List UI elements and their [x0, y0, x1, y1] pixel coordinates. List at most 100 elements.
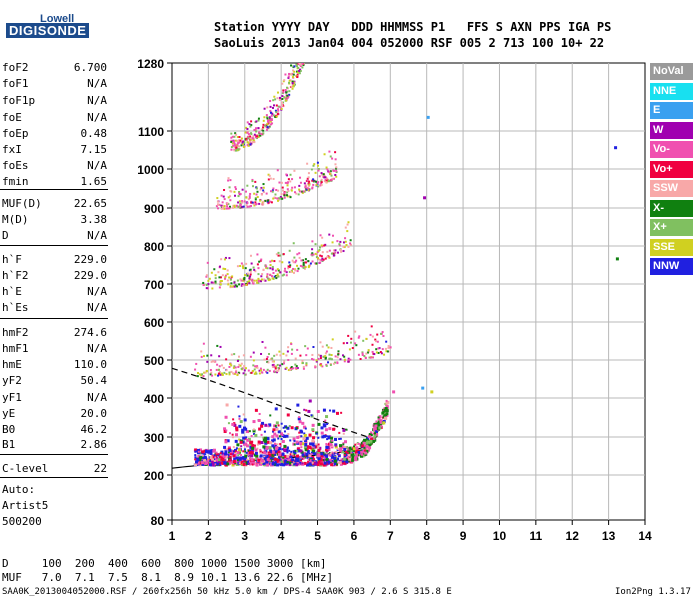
echo-point: [275, 446, 279, 450]
echo-point: [373, 430, 376, 433]
echo-point: [236, 279, 239, 282]
echo-point: [285, 99, 288, 102]
echo-point: [270, 275, 273, 278]
echo-point: [247, 133, 250, 136]
echo-point: [274, 193, 277, 196]
echo-point: [244, 450, 247, 453]
echo-point: [342, 250, 345, 253]
echo-point: [239, 139, 242, 142]
echo-point: [291, 186, 294, 189]
echo-point: [365, 337, 368, 340]
echo-point: [216, 457, 219, 460]
echo-point: [228, 451, 231, 454]
echo-point: [296, 73, 299, 76]
echo-point: [267, 199, 270, 202]
echo-point: [251, 444, 255, 448]
echo-point: [282, 89, 285, 92]
echo-point: [207, 462, 210, 465]
echo-point: [275, 277, 278, 280]
param-divider: [0, 454, 108, 455]
x-tick-label: 3: [241, 529, 248, 543]
echo-point: [303, 190, 306, 193]
echo-point: [336, 449, 339, 452]
echo-point: [240, 367, 243, 370]
param-value: N/A: [87, 285, 107, 298]
echo-point: [295, 63, 298, 66]
echo-point: [320, 364, 323, 367]
echo-point: [257, 458, 261, 462]
echo-point: [261, 451, 264, 454]
echo-point: [334, 251, 337, 254]
echo-point: [220, 258, 223, 261]
echo-point: [240, 279, 243, 282]
echo-point: [369, 356, 372, 359]
echo-point: [307, 460, 311, 464]
echo-point: [221, 452, 225, 456]
echo-point: [241, 200, 244, 203]
echo-point: [216, 344, 219, 347]
echo-point: [235, 146, 238, 149]
echo-point: [255, 187, 258, 190]
echo-point: [230, 282, 233, 285]
echo-point: [288, 424, 291, 427]
echo-point: [275, 427, 279, 431]
echo-point: [324, 178, 327, 181]
echo-point: [262, 200, 265, 203]
x-tick-label: 8: [423, 529, 430, 543]
echo-point: [290, 366, 293, 369]
echo-point: [298, 184, 301, 187]
footer-file-info: SAA0K_2013004052000.RSF / 260fx256h 50 k…: [2, 587, 452, 597]
autoscale-line: Artist5: [2, 499, 49, 512]
echo-point: [285, 271, 288, 274]
echo-point: [238, 452, 241, 455]
echo-point: [258, 427, 262, 431]
echo-point: [333, 459, 337, 463]
echo-point: [363, 446, 366, 449]
echo-point: [353, 447, 357, 451]
param-name: B0: [2, 423, 16, 436]
echo-point: [321, 345, 324, 348]
echo-point: [304, 185, 307, 188]
echo-point: [327, 435, 331, 439]
echo-point: [240, 362, 243, 365]
echo-point: [363, 449, 366, 452]
echo-point: [239, 203, 242, 206]
echo-point: [225, 369, 228, 372]
echo-point: [220, 280, 223, 283]
echo-point: [357, 442, 360, 445]
echo-point: [194, 463, 198, 467]
echo-point: [214, 373, 217, 376]
echo-point: [308, 433, 312, 437]
echo-point: [379, 332, 382, 335]
param-name: C-level: [2, 462, 49, 475]
echo-point: [310, 453, 313, 456]
echo-point: [261, 273, 264, 276]
legend-item: X-: [650, 199, 693, 217]
echo-point: [259, 134, 262, 137]
echo-point: [248, 123, 251, 126]
echo-point: [218, 286, 221, 289]
echo-point: [277, 108, 280, 111]
echo-point: [279, 364, 282, 367]
echo-point: [243, 442, 247, 446]
echo-point: [368, 356, 371, 359]
echo-point: [325, 364, 328, 367]
echo-point: [259, 450, 262, 453]
echo-point: [300, 459, 303, 462]
echo-point: [268, 352, 271, 355]
echo-point: [426, 115, 430, 119]
echo-point: [303, 439, 307, 443]
echo-point: [213, 459, 216, 462]
echo-point: [230, 141, 233, 144]
echo-point: [246, 274, 249, 277]
param-row: foEs N/A: [2, 159, 107, 173]
echo-point: [375, 420, 378, 423]
echo-point: [296, 461, 299, 464]
echo-point: [298, 63, 301, 65]
echo-point: [273, 196, 276, 199]
echo-point: [328, 353, 331, 356]
echo-point: [262, 126, 265, 129]
echo-point: [279, 443, 282, 446]
echo-point: [258, 372, 261, 375]
param-value: 110.0: [73, 358, 107, 371]
